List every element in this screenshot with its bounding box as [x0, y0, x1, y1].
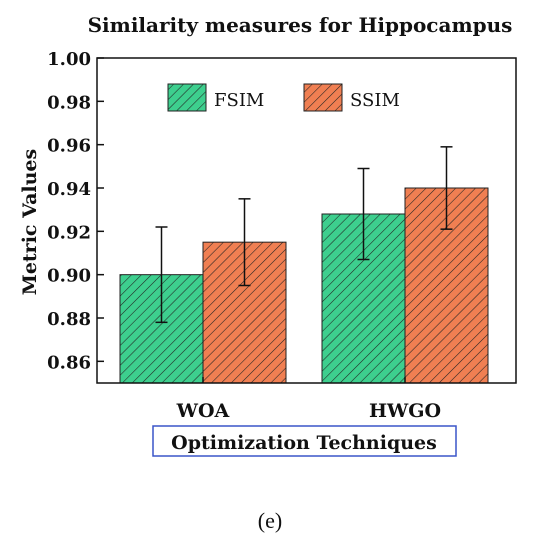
- y-tick-label: 0.92: [47, 222, 91, 243]
- legend-swatch-fsim: [167, 83, 207, 112]
- plot-frame: [96, 57, 517, 384]
- y-tick-label: 0.86: [47, 352, 91, 373]
- x-tick-label: WOA: [176, 400, 230, 422]
- y-axis-ticks: 0.86 0.88 0.90 0.92 0.94 0.96 0.98 1.00: [47, 49, 104, 373]
- panel-label: (e): [257, 508, 283, 533]
- x-tick-label: HWGO: [369, 400, 441, 422]
- y-tick-label: 0.98: [47, 92, 91, 113]
- y-tick-label: 0.90: [47, 266, 91, 287]
- y-tick-label: 1.00: [47, 49, 91, 70]
- legend-label-ssim: SSIM: [350, 90, 400, 111]
- chart: Similarity measures for Hippocampus Metr…: [19, 13, 517, 457]
- legend-label-fsim: FSIM: [214, 90, 264, 111]
- x-axis-ticks: WOA HWGO: [176, 377, 441, 422]
- y-tick-label: 0.88: [47, 309, 91, 330]
- x-axis-label: Optimization Techniques: [171, 432, 437, 454]
- y-tick-label: 0.96: [47, 136, 91, 157]
- y-tick-label: 0.94: [47, 179, 91, 200]
- legend: FSIM SSIM: [167, 83, 400, 112]
- chart-title: Similarity measures for Hippocampus: [88, 13, 513, 37]
- x-axis-label-box: [152, 425, 457, 457]
- bars-layer: [119, 187, 489, 384]
- y-axis-label: Metric Values: [19, 149, 41, 295]
- legend-swatch-ssim: [303, 83, 343, 112]
- error-bars-layer: [155, 146, 453, 324]
